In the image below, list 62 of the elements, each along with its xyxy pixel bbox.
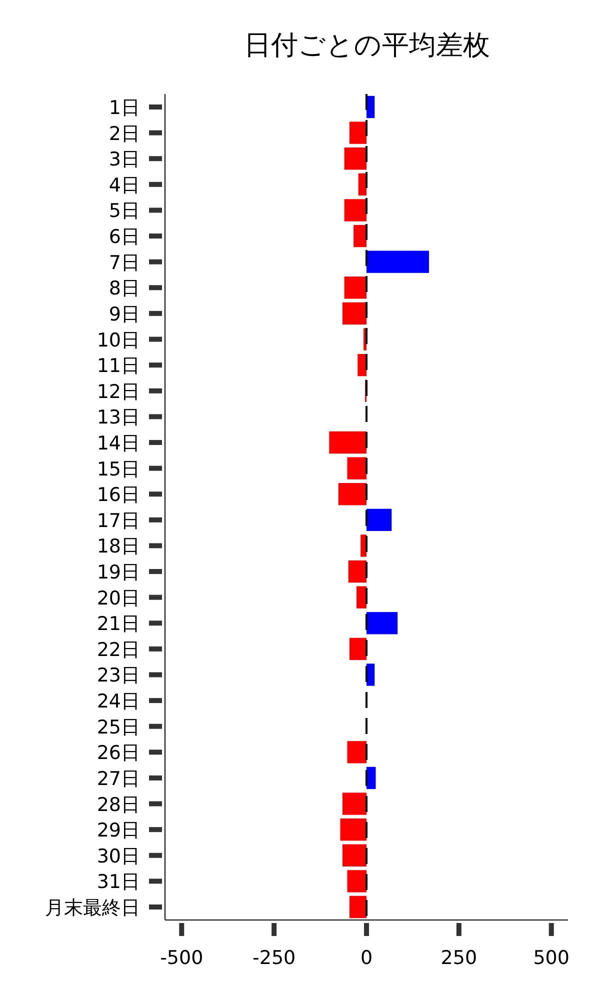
- y-tick-label: 24日: [96, 690, 140, 713]
- y-tick-label: 3日: [108, 148, 140, 171]
- bar: [329, 431, 366, 454]
- y-tick-label: 28日: [96, 794, 140, 816]
- y-tick-label: 16日: [96, 484, 140, 506]
- bar: [349, 122, 366, 144]
- bar: [344, 276, 366, 299]
- y-tick-label: 19日: [96, 562, 140, 584]
- bar: [347, 457, 366, 480]
- y-tick-label: 26日: [96, 742, 140, 764]
- y-tick-label: 13日: [96, 406, 140, 429]
- y-tick-label: 30日: [96, 845, 140, 868]
- x-tick-label: -250: [252, 947, 296, 969]
- y-tick-label: 23日: [96, 664, 140, 687]
- y-tick-label: 9日: [108, 303, 140, 326]
- y-tick-label: 月末最終日: [45, 897, 140, 919]
- bar: [342, 302, 366, 325]
- x-tick-label: 250: [440, 947, 478, 969]
- x-tick-label: 500: [533, 947, 570, 969]
- y-tick-label: 20日: [96, 587, 140, 610]
- bar: [366, 250, 429, 273]
- y-tick-label: 29日: [96, 820, 140, 842]
- bar: [366, 612, 398, 634]
- bar: [366, 96, 375, 118]
- y-tick-label: 31日: [96, 871, 140, 894]
- y-tick-label: 21日: [96, 613, 140, 636]
- bar: [344, 148, 366, 170]
- bar: [358, 354, 366, 376]
- y-tick-label: 22日: [96, 638, 140, 661]
- bar: [349, 896, 366, 918]
- chart-title: 日付ごとの平均差枚: [244, 30, 490, 61]
- x-tick-label: 0: [360, 947, 373, 969]
- y-tick-label: 15日: [96, 458, 140, 480]
- bar: [354, 224, 366, 248]
- bar: [347, 870, 366, 892]
- bar: [349, 638, 366, 660]
- y-tick-label: 12日: [96, 380, 140, 403]
- y-tick-label: 18日: [96, 536, 140, 558]
- y-tick-label: 25日: [96, 716, 140, 738]
- y-tick-label: 8日: [108, 278, 140, 300]
- y-tick-label: 4日: [108, 174, 140, 196]
- bar: [340, 818, 366, 841]
- bar: [366, 508, 392, 531]
- y-tick-label: 2日: [108, 122, 140, 145]
- y-tick-label: 17日: [96, 510, 140, 532]
- y-tick-label: 14日: [96, 432, 140, 454]
- bar: [356, 586, 366, 608]
- y-tick-label: 5日: [108, 200, 140, 222]
- bar: [344, 199, 366, 222]
- bar: [342, 792, 366, 815]
- y-tick-label: 1日: [108, 97, 140, 119]
- bar: [348, 560, 366, 583]
- bar: [342, 844, 366, 866]
- y-tick-label: 10日: [96, 329, 140, 352]
- bar: [338, 483, 366, 506]
- x-tick-label: -500: [160, 947, 204, 969]
- y-tick-label: 7日: [108, 252, 140, 274]
- bar: [347, 741, 366, 764]
- y-tick-label: 11日: [96, 355, 140, 378]
- y-tick-label: 6日: [108, 226, 140, 248]
- y-tick-label: 27日: [96, 768, 140, 790]
- bar: [366, 664, 375, 686]
